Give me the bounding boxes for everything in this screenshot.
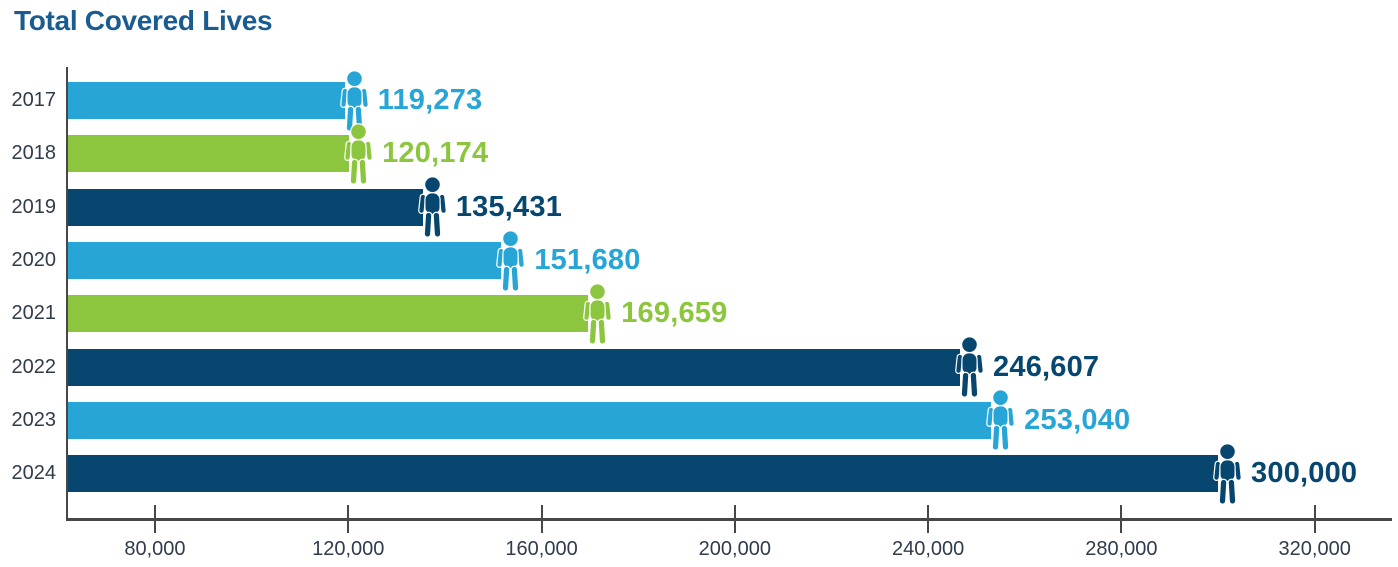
bar-row: 2020 151,680	[12, 229, 1392, 292]
year-label: 2023	[11, 408, 57, 431]
person-icon	[955, 336, 984, 398]
value-label: 246,607	[993, 350, 1100, 383]
bar	[68, 82, 345, 120]
person-icon	[1213, 442, 1242, 505]
year-label: 2020	[11, 249, 57, 272]
bar-row: 2022 246,607	[12, 336, 1392, 398]
bars-container: 2017 119,273 2018 120,174 2019	[12, 69, 1392, 505]
value-label: 120,174	[382, 137, 489, 170]
bar	[68, 188, 423, 226]
bar	[68, 242, 502, 280]
x-axis-tick-label: 120,000	[312, 538, 385, 560]
x-axis-tick-label: 240,000	[891, 538, 965, 560]
year-label: 2017	[11, 89, 57, 112]
x-axis-tick-mark	[347, 505, 350, 533]
bar-row: 2023 253,040	[12, 389, 1392, 452]
value-label: 151,680	[534, 244, 641, 277]
bar	[68, 455, 1219, 493]
x-axis-tick-mark	[1313, 505, 1316, 533]
x-axis-tick-label: 200,000	[698, 538, 771, 560]
x-axis-tick-mark	[540, 505, 543, 533]
x-axis-tick-label: 160,000	[505, 538, 578, 560]
value-label: 135,431	[455, 190, 563, 223]
bar-row: 2017 119,273	[12, 69, 1392, 132]
x-axis-tick-mark	[733, 505, 736, 533]
year-label: 2024	[11, 462, 57, 485]
year-label: 2018	[11, 142, 57, 165]
bar	[68, 401, 992, 439]
chart-area: 2017 119,273 2018 120,174 2019	[12, 67, 1392, 560]
value-label: 300,000	[1251, 457, 1358, 490]
person-icon	[583, 283, 613, 345]
bar-row: 2024 300,000	[12, 442, 1392, 505]
bar-row: 2021 169,659	[12, 283, 1392, 345]
bar-row: 2018 120,174	[12, 123, 1392, 185]
person-icon	[344, 123, 373, 185]
value-label: 169,659	[621, 297, 728, 330]
year-label: 2022	[11, 355, 57, 378]
bar	[68, 135, 350, 173]
x-axis-tick-label: 320,000	[1278, 538, 1351, 560]
person-icon	[496, 229, 526, 292]
bar-row: 2019 135,431	[12, 176, 1392, 239]
value-label: 119,273	[377, 84, 483, 117]
bar	[68, 295, 589, 333]
chart-title: Total Covered Lives	[14, 5, 273, 36]
x-axis-tick-mark	[927, 505, 930, 533]
x-axis-tick-mark	[1120, 505, 1123, 533]
bar	[68, 348, 961, 386]
value-label: 253,040	[1024, 403, 1131, 436]
person-icon	[986, 389, 1015, 452]
x-axis-tick-mark	[153, 505, 156, 533]
x-axis-tick-label: 80,000	[124, 538, 186, 560]
person-icon	[417, 176, 447, 239]
x-axis-tick-label: 280,000	[1085, 538, 1158, 560]
year-label: 2021	[11, 302, 57, 325]
year-label: 2019	[11, 195, 57, 218]
